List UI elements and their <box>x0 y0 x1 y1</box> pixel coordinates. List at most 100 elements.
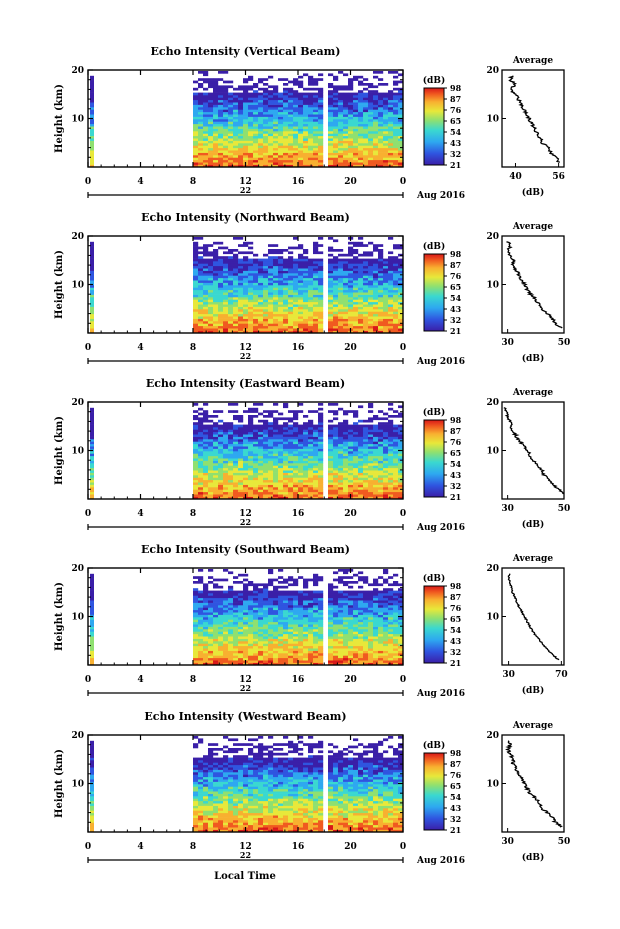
average-profile-line <box>507 75 561 163</box>
colorbar-tick-label: 43 <box>450 304 462 314</box>
y-tick-label: 10 <box>71 447 84 457</box>
average-frame <box>501 401 565 500</box>
day-label: 22 <box>240 683 251 693</box>
colorbar-tick-label: 65 <box>450 448 461 458</box>
date-label: Aug 2016 <box>416 689 465 699</box>
x-tick-label: 12 <box>239 343 252 353</box>
x-tick-label: 4 <box>137 842 143 852</box>
day-label: 22 <box>240 185 251 195</box>
x-tick-label: 16 <box>292 177 305 187</box>
colorbar-tick-label: 21 <box>450 658 461 668</box>
beam-panel-2: Echo Intensity (Eastward Beam) 20 10 Height… <box>54 377 570 533</box>
colorbar-tick-label: 43 <box>450 803 462 813</box>
day-label: 22 <box>240 517 251 527</box>
y-tick-label: 10 <box>71 780 84 790</box>
average-profile-line <box>507 573 560 661</box>
heatmap <box>90 569 404 666</box>
x-tick-label: 16 <box>292 343 305 353</box>
colorbar-tick-label: 54 <box>450 625 462 635</box>
x-tick-label: 12 <box>239 177 252 187</box>
average-title: Average <box>512 721 553 731</box>
x-tick-label: 20 <box>344 509 357 519</box>
colorbar-tick-label: 54 <box>450 792 462 802</box>
x-tick-label: 8 <box>190 177 196 187</box>
colorbar-tick-label: 65 <box>450 116 461 126</box>
heatmap <box>90 403 404 500</box>
average-title: Average <box>512 222 553 232</box>
y-axis-label: Height (km) <box>54 250 65 319</box>
day-label: 22 <box>240 351 251 361</box>
average-x-tick: 30 <box>502 670 515 680</box>
colorbar-tick-label: 98 <box>450 83 462 93</box>
x-tick-label: 8 <box>190 675 196 685</box>
x-tick-label: 0 <box>400 842 406 852</box>
y-tick-label: 10 <box>71 115 84 125</box>
average-title: Average <box>512 388 553 398</box>
colorbar-tick-label: 87 <box>450 260 461 270</box>
average-profile-line <box>505 740 563 828</box>
beam-panel-0: Echo Intensity (Vertical Beam) 20 10 Height… <box>54 45 565 201</box>
y-tick-label: 20 <box>71 564 84 574</box>
average-profile-line <box>506 241 563 329</box>
colorbar <box>423 419 445 498</box>
y-tick-label: 20 <box>71 66 84 76</box>
x-tick-label: 16 <box>292 675 305 685</box>
x-tick-label: 20 <box>344 343 357 353</box>
x-tick-label: 20 <box>344 842 357 852</box>
average-xlabel: (dB) <box>522 519 544 530</box>
x-tick-label: 8 <box>190 343 196 353</box>
average-xlabel: (dB) <box>522 852 544 863</box>
x-tick-label: 20 <box>344 675 357 685</box>
colorbar-unit: (dB) <box>423 407 445 418</box>
y-tick-label: 20 <box>71 398 84 408</box>
average-x-tick: 50 <box>558 338 571 348</box>
colorbar-tick-label: 65 <box>450 614 461 624</box>
average-y-tick: 20 <box>486 564 499 574</box>
colorbar <box>423 585 445 664</box>
x-tick-label: 0 <box>400 177 406 187</box>
average-y-tick: 10 <box>486 780 499 790</box>
x-tick-label: 0 <box>85 177 91 187</box>
x-tick-label: 0 <box>85 842 91 852</box>
colorbar-tick-label: 87 <box>450 426 461 436</box>
average-x-tick: 40 <box>509 172 522 182</box>
y-axis-label: Height (km) <box>54 749 65 818</box>
average-y-tick: 20 <box>486 398 499 408</box>
colorbar-tick-label: 76 <box>450 603 462 613</box>
colorbar-unit: (dB) <box>423 573 445 584</box>
colorbar-tick-label: 43 <box>450 470 462 480</box>
x-tick-label: 0 <box>400 509 406 519</box>
average-x-tick: 50 <box>558 837 571 847</box>
date-label: Aug 2016 <box>416 523 465 533</box>
colorbar-tick-label: 76 <box>450 105 462 115</box>
colorbar-tick-label: 32 <box>450 481 461 491</box>
colorbar-tick-label: 21 <box>450 326 461 336</box>
x-tick-label: 12 <box>239 842 252 852</box>
colorbar-tick-label: 98 <box>450 581 462 591</box>
y-axis-label: Height (km) <box>54 582 65 651</box>
colorbar-tick-label: 21 <box>450 825 461 835</box>
x-tick-label: 8 <box>190 842 196 852</box>
colorbar-tick-label: 54 <box>450 127 462 137</box>
colorbar-tick-label: 87 <box>450 759 461 769</box>
average-xlabel: (dB) <box>522 353 544 364</box>
average-y-tick: 10 <box>486 281 499 291</box>
colorbar-tick-label: 98 <box>450 748 462 758</box>
colorbar-tick-label: 43 <box>450 636 462 646</box>
x-tick-label: 0 <box>85 675 91 685</box>
beam-panel-1: Echo Intensity (Northward Beam) 20 10 Heigh… <box>54 211 570 367</box>
colorbar-tick-label: 65 <box>450 781 461 791</box>
colorbar-tick-label: 98 <box>450 415 462 425</box>
panel-title: Echo Intensity (Westward Beam) <box>144 710 346 723</box>
panel-title: Echo Intensity (Northward Beam) <box>141 211 350 224</box>
average-x-tick: 30 <box>501 837 514 847</box>
average-x-tick: 30 <box>501 504 514 514</box>
average-y-tick: 20 <box>486 731 499 741</box>
x-tick-label: 12 <box>239 675 252 685</box>
date-label: Aug 2016 <box>416 191 465 201</box>
average-frame <box>501 69 565 168</box>
x-tick-label: 12 <box>239 509 252 519</box>
x-tick-label: 0 <box>400 343 406 353</box>
beam-panel-4: Echo Intensity (Westward Beam) 20 10 Height… <box>54 710 570 866</box>
